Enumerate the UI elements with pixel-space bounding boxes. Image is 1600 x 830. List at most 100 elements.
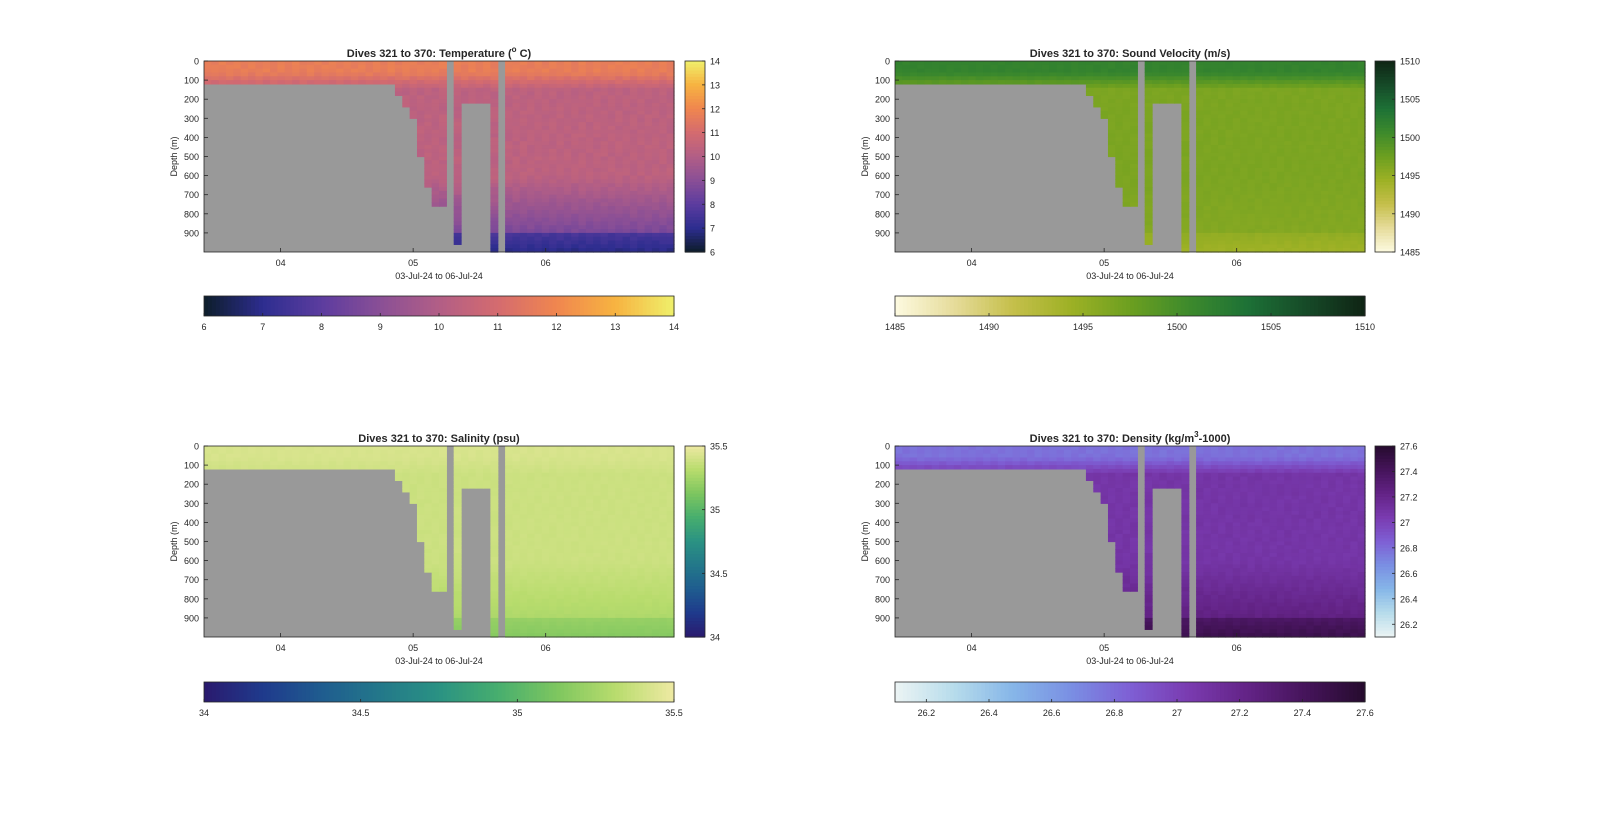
heatmap-cell [1115, 148, 1124, 154]
heatmap-cell [1335, 194, 1344, 200]
heatmap-cell [461, 76, 469, 81]
heatmap-cell [593, 145, 602, 150]
heatmap-cell [1320, 122, 1329, 127]
heatmap-cell [1254, 164, 1263, 169]
heatmap-cell [1342, 106, 1351, 112]
heatmap-cell [512, 594, 521, 600]
heatmap-cell [519, 76, 528, 81]
heatmap-cell [600, 87, 609, 93]
heatmap-cell [527, 602, 536, 608]
heatmap-cell [527, 164, 536, 169]
colorbar-segment [1375, 169, 1395, 174]
heatmap-cell [541, 156, 550, 161]
heatmap-cell [1306, 232, 1315, 238]
hbar-segment [1165, 296, 1170, 316]
heatmap-cell [461, 484, 469, 489]
heatmap-cell [1342, 236, 1351, 242]
heatmap-cell [519, 541, 528, 546]
heatmap-cell [607, 552, 616, 558]
heatmap-cell [1350, 187, 1359, 192]
heatmap-cell [1130, 133, 1138, 138]
heatmap-cell [593, 572, 602, 577]
heatmap-cell [593, 545, 602, 550]
heatmap-cell [556, 556, 565, 562]
heatmap-cell [409, 91, 418, 96]
heatmap-cell [637, 152, 646, 158]
heatmap-cell [1328, 240, 1337, 245]
heatmap-cell [534, 530, 543, 535]
hbar-tick-label: 1490 [979, 322, 999, 332]
heatmap-cell [1350, 125, 1359, 131]
heatmap-cell [585, 491, 594, 497]
heatmap-cell [659, 225, 668, 230]
heatmap-cell [490, 522, 499, 527]
heatmap-cell [1049, 76, 1058, 81]
heatmap-cell [519, 621, 528, 627]
colorbar-tick-label: 13 [710, 80, 720, 90]
heatmap-cell [306, 64, 315, 70]
heatmap-cell [439, 91, 447, 96]
heatmap-cell [490, 240, 499, 245]
heatmap-cell [402, 87, 411, 93]
heatmap-cell [416, 507, 425, 512]
heatmap-cell [549, 518, 558, 523]
heatmap-cell [895, 72, 903, 77]
heatmap-cell [1115, 167, 1124, 173]
heatmap-cell [1210, 129, 1219, 135]
heatmap-cell [519, 610, 528, 615]
heatmap-cell [622, 209, 631, 215]
heatmap-cell [1313, 64, 1322, 70]
heatmap-cell [1152, 76, 1160, 81]
heatmap-cell [585, 209, 594, 215]
heatmap-cell [431, 118, 440, 123]
heatmap-cell [549, 541, 558, 546]
heatmap-cell [1262, 236, 1271, 242]
heatmap-cell [431, 72, 440, 77]
heatmap-cell [895, 80, 903, 85]
heatmap-cell [1210, 229, 1219, 234]
heatmap-cell [512, 110, 521, 116]
heatmap-cell [571, 91, 580, 96]
heatmap-cell [534, 602, 543, 608]
colorbar-segment [1375, 115, 1395, 119]
colorbar-segment [1375, 245, 1395, 250]
heatmap-cell [541, 526, 550, 531]
heatmap-cell [490, 217, 499, 223]
heatmap-cell [1240, 114, 1249, 119]
heatmap-cell [571, 621, 580, 627]
heatmap-cell [512, 232, 521, 238]
heatmap-cell [1276, 72, 1285, 77]
heatmap-cell [556, 484, 565, 489]
heatmap-cell [549, 625, 558, 630]
heatmap-cell [1218, 68, 1227, 74]
heatmap-cell [328, 80, 337, 85]
heatmap-cell [909, 61, 918, 66]
heatmap-cell [666, 145, 675, 150]
heatmap-cell [1269, 83, 1278, 89]
heatmap-cell [600, 206, 609, 211]
heatmap-cell [666, 248, 675, 253]
heatmap-cell [585, 171, 594, 177]
heatmap-cell [1115, 61, 1124, 66]
heatmap-cell [1328, 61, 1337, 66]
heatmap-cell [453, 145, 462, 150]
heatmap-cell [431, 125, 440, 131]
heatmap-cell [563, 476, 572, 481]
heatmap-cell [402, 83, 411, 89]
heatmap-cell [527, 83, 536, 89]
heatmap-cell [1342, 133, 1351, 138]
heatmap-cell [1284, 209, 1293, 215]
heatmap-cell [1225, 229, 1234, 234]
heatmap-cell [512, 465, 521, 470]
heatmap-cell [1335, 248, 1344, 253]
heatmap-cell [255, 457, 264, 462]
heatmap-cell [1298, 95, 1307, 100]
hbar-segment [1329, 296, 1335, 316]
heatmap-cell [1203, 248, 1212, 253]
heatmap-cell [1269, 129, 1278, 135]
heatmap-cell [519, 145, 528, 150]
heatmap-cell [490, 179, 499, 184]
hbar-segment [223, 296, 229, 316]
hbar-segment [348, 296, 354, 316]
heatmap-cell [1078, 80, 1087, 85]
